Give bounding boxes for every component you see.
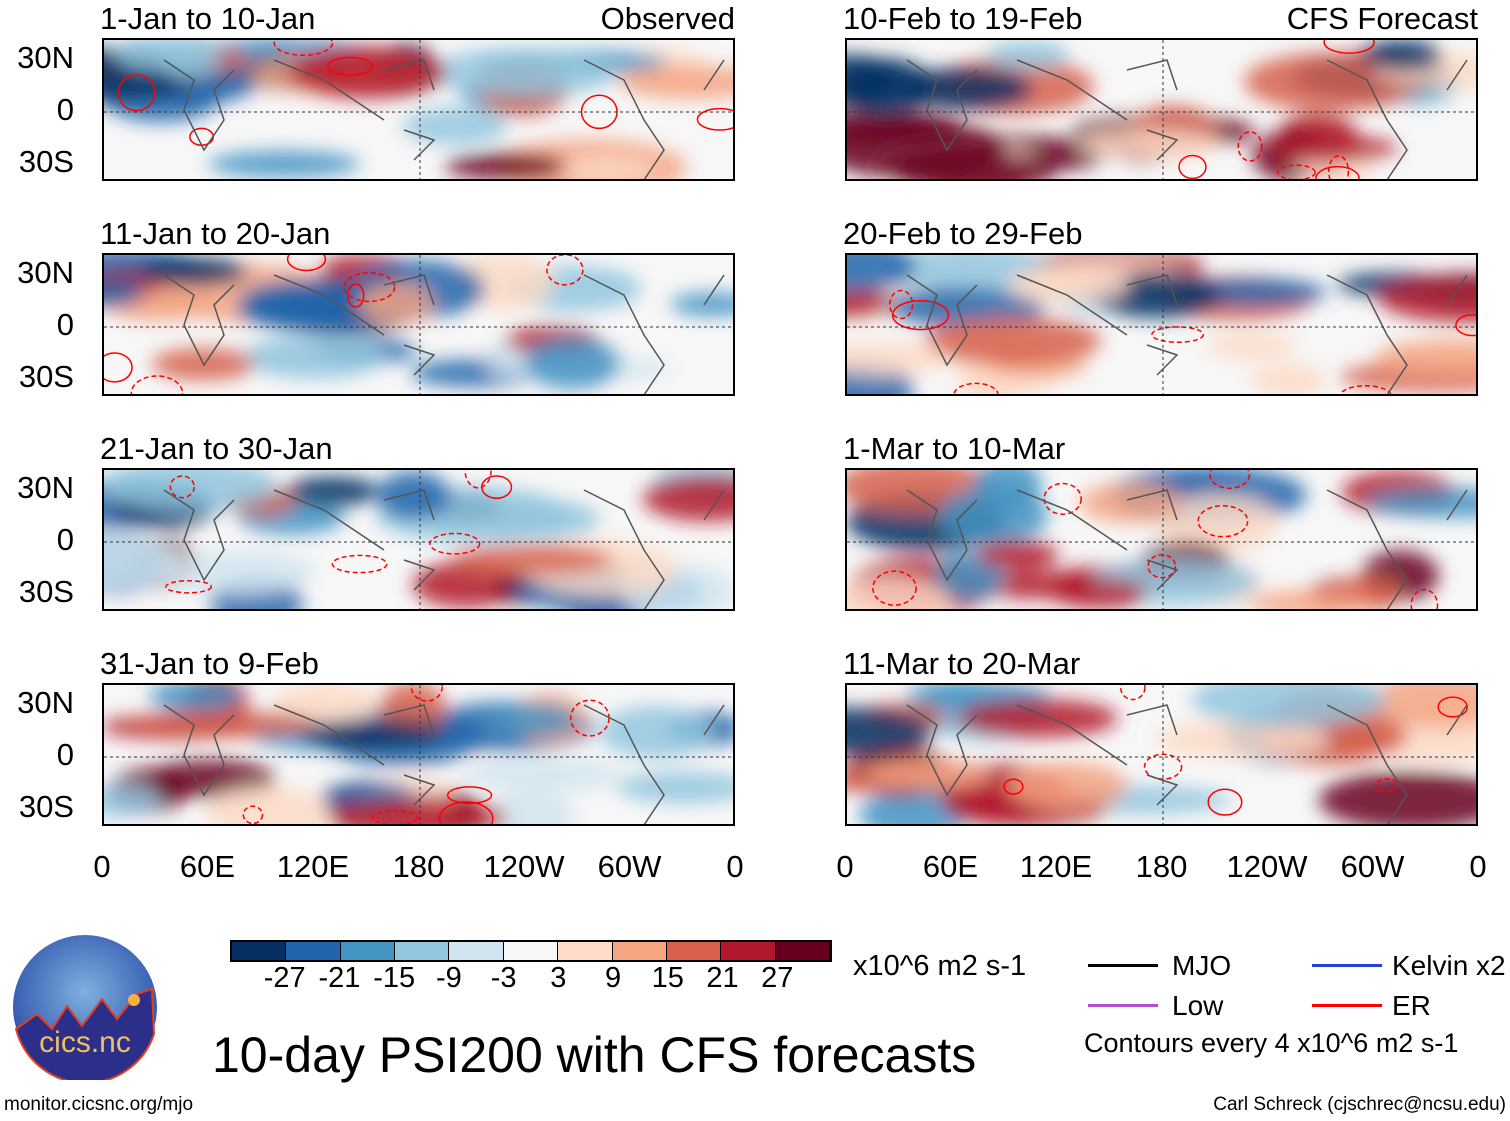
y-tick-label: 30S	[18, 789, 74, 824]
y-tick-label: 30S	[18, 144, 74, 179]
y-tick-label: 30S	[18, 359, 74, 394]
legend-er: ER	[1392, 990, 1431, 1021]
colorbar-label: -27	[263, 962, 306, 994]
map-panel	[845, 683, 1478, 826]
colorbar-label: 27	[761, 962, 794, 994]
legend-low: Low	[1172, 990, 1224, 1021]
x-tick-label: 120E	[276, 849, 350, 884]
x-tick-label: 60E	[179, 849, 236, 884]
colorbar-label: 21	[706, 962, 739, 994]
map-panel	[845, 253, 1478, 396]
x-tick-label: 180	[1135, 849, 1188, 884]
colorbar-swatch	[721, 942, 776, 960]
y-tick-label: 30S	[18, 574, 74, 609]
colorbar-swatch	[558, 942, 613, 960]
panel-title: 31-Jan to 9-Feb	[100, 646, 319, 681]
legend-mjo: MJO	[1172, 950, 1232, 981]
legend-mjo-line	[1088, 964, 1158, 967]
y-tick-label: 30N	[17, 470, 74, 505]
y-tick-label: 0	[56, 522, 74, 557]
x-tick-label: 120W	[483, 849, 565, 884]
y-tick-label: 30N	[17, 685, 74, 720]
y-tick-label: 0	[56, 737, 74, 772]
panel-title: 20-Feb to 29-Feb	[843, 216, 1083, 251]
x-tick-label: 60E	[922, 849, 979, 884]
y-tick-label: 0	[56, 92, 74, 127]
y-tick-label: 0	[56, 307, 74, 342]
colorbar-label: 15	[651, 962, 684, 994]
footer-url: monitor.cicsnc.org/mjo	[4, 1094, 194, 1115]
colorbar-swatch	[503, 942, 559, 960]
colorbar-swatch	[449, 942, 504, 960]
legend-low-line	[1088, 1004, 1158, 1007]
x-tick-label: 0	[93, 849, 111, 884]
x-tick-label: 60W	[1340, 849, 1405, 884]
x-tick-label: 0	[836, 849, 854, 884]
colorbar-label: -15	[373, 962, 416, 994]
colorbar-swatch	[232, 942, 287, 960]
map-panel	[102, 468, 735, 611]
panel-title: 1-Jan to 10-Jan	[100, 1, 316, 36]
footer-credit: Carl Schreck (cjschrec@ncsu.edu)	[1213, 1094, 1506, 1115]
y-tick-label: 30N	[17, 255, 74, 290]
colorbar-label: -3	[490, 962, 517, 994]
logo-text: cics.nc	[39, 1026, 131, 1059]
figure-title: 10-day PSI200 with CFS forecasts	[212, 1027, 977, 1083]
panel-title: 21-Jan to 30-Jan	[100, 431, 333, 466]
colorbar-swatch	[612, 942, 667, 960]
colorbar-swatch	[286, 942, 341, 960]
colorbar-label: -9	[436, 962, 462, 994]
y-tick-label: 30N	[17, 40, 74, 75]
x-tick-label: 0	[726, 849, 744, 884]
contour-note: Contours every 4 x10^6 m2 s-1	[1084, 1028, 1459, 1058]
colorbar-label: -21	[318, 962, 361, 994]
column-label: CFS Forecast	[1286, 1, 1478, 36]
cics-logo: cics.nc	[12, 934, 158, 1085]
legend-er-line	[1312, 1004, 1382, 1007]
map-panel	[102, 38, 735, 181]
colorbar-swatch	[340, 942, 396, 960]
map-panel	[845, 38, 1478, 181]
colorbar-units: x10^6 m2 s-1	[853, 950, 1027, 982]
map-panel	[102, 253, 735, 396]
legend-kelvin: Kelvin x2	[1392, 950, 1506, 981]
map-panel	[845, 468, 1478, 611]
x-tick-label: 180	[392, 849, 445, 884]
colorbar-label: 9	[605, 962, 622, 994]
x-tick-label: 120W	[1226, 849, 1308, 884]
colorbar-swatch	[775, 942, 830, 960]
panel-title: 1-Mar to 10-Mar	[843, 431, 1066, 466]
x-tick-label: 0	[1469, 849, 1487, 884]
colorbar-swatch	[395, 942, 450, 960]
colorbar	[230, 940, 832, 962]
legend-kelvin-line	[1312, 964, 1382, 967]
x-tick-label: 60W	[597, 849, 662, 884]
panel-title: 11-Mar to 20-Mar	[843, 646, 1081, 681]
map-panel	[102, 683, 735, 826]
x-tick-label: 120E	[1019, 849, 1093, 884]
panel-title: 10-Feb to 19-Feb	[843, 1, 1083, 36]
column-label: Observed	[600, 1, 735, 36]
panel-title: 11-Jan to 20-Jan	[100, 216, 331, 251]
colorbar-swatch	[666, 942, 722, 960]
colorbar-label: 3	[550, 962, 567, 994]
